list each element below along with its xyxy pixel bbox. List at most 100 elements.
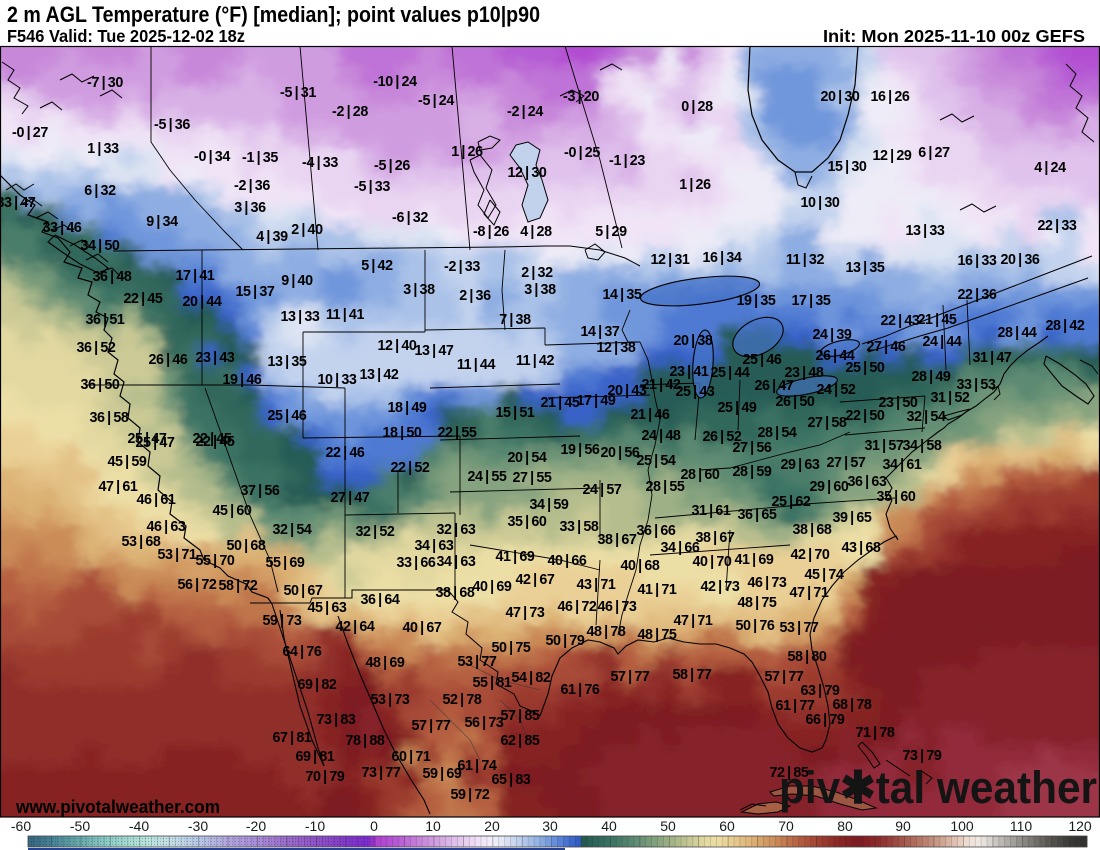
svg-text:70 | 79: 70 | 79 [305, 769, 344, 785]
svg-text:52 | 78: 52 | 78 [442, 692, 481, 708]
svg-text:4 | 28: 4 | 28 [520, 224, 552, 240]
svg-text:73 | 77: 73 | 77 [361, 765, 400, 781]
svg-text:4 | 24: 4 | 24 [1034, 160, 1066, 176]
svg-text:38 | 68: 38 | 68 [435, 585, 474, 601]
svg-text:23 | 48: 23 | 48 [784, 365, 823, 381]
svg-text:36 | 50: 36 | 50 [80, 377, 119, 393]
svg-text:71 | 78: 71 | 78 [855, 725, 894, 741]
svg-text:63 | 79: 63 | 79 [800, 683, 839, 699]
svg-text:29 | 60: 29 | 60 [809, 479, 848, 495]
svg-text:piv✱tal weather: piv✱tal weather [779, 762, 1097, 813]
svg-text:2 | 40: 2 | 40 [291, 222, 323, 238]
svg-text:19 | 46: 19 | 46 [222, 372, 261, 388]
svg-text:-2 | 28: -2 | 28 [332, 104, 368, 120]
svg-text:25 | 50: 25 | 50 [845, 360, 884, 376]
svg-text:10 | 30: 10 | 30 [800, 195, 839, 211]
svg-text:20 | 44: 20 | 44 [182, 294, 221, 310]
svg-text:22 | 55: 22 | 55 [437, 425, 476, 441]
svg-text:58 | 77: 58 | 77 [672, 667, 711, 683]
svg-text:47 | 71: 47 | 71 [789, 585, 828, 601]
svg-text:2 m AGL Temperature (°F) [medi: 2 m AGL Temperature (°F) [median]; point… [7, 2, 540, 27]
svg-text:-2 | 33: -2 | 33 [444, 259, 480, 275]
svg-text:42 | 67: 42 | 67 [515, 572, 554, 588]
svg-text:69 | 82: 69 | 82 [297, 677, 336, 693]
svg-text:1 | 26: 1 | 26 [679, 177, 711, 193]
svg-text:36 | 48: 36 | 48 [92, 269, 131, 285]
svg-text:3 | 36: 3 | 36 [234, 200, 266, 216]
svg-text:27 | 47: 27 | 47 [330, 490, 369, 506]
svg-text:22 | 33: 22 | 33 [1037, 218, 1076, 234]
svg-text:22 | 45: 22 | 45 [195, 434, 234, 450]
svg-text:28 | 54: 28 | 54 [757, 425, 796, 441]
svg-text:0 | 28: 0 | 28 [681, 99, 713, 115]
svg-text:25 | 46: 25 | 46 [267, 408, 306, 424]
svg-text:34 | 61: 34 | 61 [882, 457, 921, 473]
svg-text:28 | 60: 28 | 60 [680, 467, 719, 483]
svg-text:36 | 63: 36 | 63 [847, 474, 886, 490]
svg-text:50 | 79: 50 | 79 [545, 633, 584, 649]
svg-text:50 | 67: 50 | 67 [283, 583, 322, 599]
svg-text:69 | 81: 69 | 81 [295, 749, 334, 765]
svg-text:12 | 30: 12 | 30 [507, 165, 546, 181]
svg-text:67 | 81: 67 | 81 [272, 730, 311, 746]
svg-text:14 | 35: 14 | 35 [602, 287, 641, 303]
svg-text:9 | 34: 9 | 34 [146, 214, 178, 230]
svg-text:56 | 72: 56 | 72 [177, 577, 216, 593]
svg-text:31 | 57: 31 | 57 [864, 438, 903, 454]
svg-text:34 | 50: 34 | 50 [80, 238, 119, 254]
svg-text:24 | 44: 24 | 44 [922, 334, 961, 350]
svg-text:www.pivotalweather.com: www.pivotalweather.com [15, 797, 220, 817]
svg-text:-10: -10 [305, 818, 325, 834]
svg-text:20 | 38: 20 | 38 [673, 333, 712, 349]
svg-text:20 | 30: 20 | 30 [820, 89, 859, 105]
svg-text:-30: -30 [188, 818, 208, 834]
svg-text:20 | 43: 20 | 43 [607, 383, 646, 399]
svg-text:32 | 54: 32 | 54 [272, 522, 311, 538]
svg-text:54 | 82: 54 | 82 [511, 670, 550, 686]
svg-text:25 | 54: 25 | 54 [636, 453, 675, 469]
svg-text:2 | 32: 2 | 32 [521, 265, 553, 281]
svg-text:24 | 57: 24 | 57 [582, 482, 621, 498]
svg-text:61 | 74: 61 | 74 [457, 758, 496, 774]
svg-text:43 | 71: 43 | 71 [576, 577, 615, 593]
svg-text:56 | 73: 56 | 73 [464, 715, 503, 731]
svg-text:22 | 52: 22 | 52 [390, 460, 429, 476]
svg-text:-2 | 36: -2 | 36 [234, 178, 270, 194]
svg-text:57 | 77: 57 | 77 [764, 669, 803, 685]
svg-text:50 | 76: 50 | 76 [735, 618, 774, 634]
svg-text:46 | 73: 46 | 73 [597, 599, 636, 615]
svg-text:60: 60 [719, 818, 735, 834]
svg-text:50: 50 [660, 818, 676, 834]
svg-text:55 | 70: 55 | 70 [195, 553, 234, 569]
svg-text:40 | 66: 40 | 66 [547, 553, 586, 569]
svg-text:16 | 34: 16 | 34 [702, 250, 741, 266]
svg-text:32 | 52: 32 | 52 [355, 524, 394, 540]
svg-text:26 | 50: 26 | 50 [775, 394, 814, 410]
svg-text:6 | 27: 6 | 27 [918, 145, 950, 161]
svg-text:-5 | 24: -5 | 24 [418, 93, 454, 109]
svg-text:22 | 45: 22 | 45 [123, 291, 162, 307]
svg-text:45 | 74: 45 | 74 [804, 567, 843, 583]
svg-text:39 | 65: 39 | 65 [832, 510, 871, 526]
svg-text:48 | 78: 48 | 78 [586, 624, 625, 640]
svg-text:24 | 48: 24 | 48 [641, 428, 680, 444]
svg-text:20 | 56: 20 | 56 [600, 445, 639, 461]
svg-text:55 | 69: 55 | 69 [265, 555, 304, 571]
svg-text:28 | 55: 28 | 55 [645, 479, 684, 495]
svg-text:36 | 64: 36 | 64 [360, 592, 399, 608]
svg-text:47 | 71: 47 | 71 [673, 613, 712, 629]
svg-text:33 | 47: 33 | 47 [0, 195, 36, 211]
svg-text:21 | 45: 21 | 45 [540, 395, 579, 411]
svg-text:17 | 35: 17 | 35 [791, 293, 830, 309]
svg-text:110: 110 [1010, 818, 1033, 834]
svg-text:10 | 33: 10 | 33 [317, 372, 356, 388]
svg-text:65 | 83: 65 | 83 [491, 772, 530, 788]
svg-text:64 | 76: 64 | 76 [282, 644, 321, 660]
svg-text:-7 | 30: -7 | 30 [87, 75, 123, 91]
svg-text:-5 | 26: -5 | 26 [374, 158, 410, 174]
svg-text:57 | 77: 57 | 77 [610, 669, 649, 685]
svg-text:46 | 73: 46 | 73 [747, 575, 786, 591]
svg-text:-40: -40 [129, 818, 149, 834]
svg-text:13 | 33: 13 | 33 [905, 223, 944, 239]
svg-text:45 | 59: 45 | 59 [107, 454, 146, 470]
